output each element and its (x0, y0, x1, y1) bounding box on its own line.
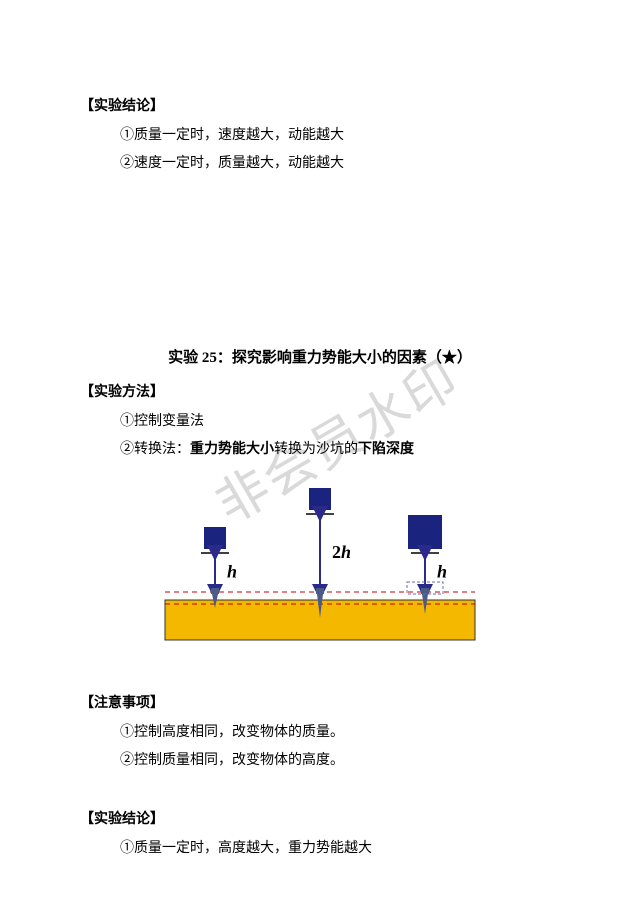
section-notes-header: 【注意事项】 (80, 692, 560, 712)
diagram-container: h 2h h (80, 482, 560, 662)
method-item-2-bold1: 重力势能大小 (190, 442, 274, 457)
document-page: 【实验结论】 ①质量一定时，速度越大，动能越大 ②速度一定时，质量越大，动能越大… (0, 0, 640, 907)
method-item-2-bold2: 下陷深度 (358, 442, 414, 457)
section-conclusion-1-header: 【实验结论】 (80, 95, 560, 115)
experiment-title: 实验 25：探究影响重力势能大小的因素（★） (80, 346, 560, 367)
svg-text:h: h (227, 561, 237, 581)
experiment-diagram: h 2h h (155, 482, 485, 662)
conclusion-1-item-1: ①质量一定时，速度越大，动能越大 (120, 125, 560, 147)
method-item-2-mid: 转换为沙坑的 (274, 442, 358, 457)
section-method-header: 【实验方法】 (80, 381, 560, 401)
notes-item-1: ①控制高度相同，改变物体的质量。 (120, 722, 560, 744)
notes-item-2: ②控制质量相同，改变物体的高度。 (120, 750, 560, 772)
method-item-1: ①控制变量法 (120, 411, 560, 433)
method-item-2-prefix: ②转换法： (120, 442, 190, 457)
method-item-2: ②转换法：重力势能大小转换为沙坑的下陷深度 (120, 439, 560, 461)
section-conclusion-2-header: 【实验结论】 (80, 808, 560, 828)
conclusion-2-item-1: ①质量一定时，高度越大，重力势能越大 (120, 838, 560, 860)
svg-text:h: h (437, 561, 447, 581)
conclusion-1-item-2: ②速度一定时，质量越大，动能越大 (120, 153, 560, 175)
svg-text:2h: 2h (332, 542, 351, 562)
